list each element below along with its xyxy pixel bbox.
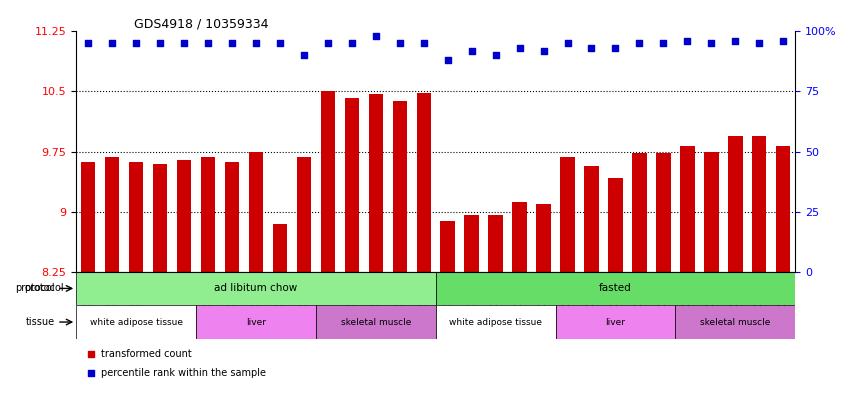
Point	[585, 45, 598, 51]
FancyBboxPatch shape	[76, 305, 196, 339]
Point	[680, 38, 694, 44]
FancyBboxPatch shape	[675, 305, 795, 339]
Bar	[656, 153, 671, 272]
Point	[464, 48, 478, 54]
Bar	[201, 157, 215, 272]
Point	[656, 40, 670, 47]
Text: skeletal muscle: skeletal muscle	[341, 318, 411, 327]
Text: percentile rank within the sample: percentile rank within the sample	[102, 368, 266, 378]
Bar	[776, 146, 790, 272]
Text: protocol: protocol	[25, 283, 64, 294]
Point	[633, 40, 646, 47]
Bar	[441, 221, 455, 272]
Point	[153, 40, 167, 47]
Point	[489, 52, 503, 59]
Bar	[153, 164, 168, 272]
Text: white adipose tissue: white adipose tissue	[90, 318, 183, 327]
Bar	[585, 166, 599, 272]
Bar	[369, 94, 383, 272]
Bar	[608, 178, 623, 272]
Point	[273, 40, 287, 47]
Bar	[177, 160, 191, 272]
FancyBboxPatch shape	[556, 305, 675, 339]
Point	[321, 40, 334, 47]
Bar	[560, 157, 574, 272]
Bar	[464, 215, 479, 272]
Point	[81, 40, 95, 47]
Point	[129, 40, 143, 47]
Point	[417, 40, 431, 47]
Text: white adipose tissue: white adipose tissue	[449, 318, 542, 327]
Point	[560, 145, 574, 152]
Point	[536, 48, 550, 54]
Bar	[488, 215, 503, 272]
FancyBboxPatch shape	[436, 272, 795, 305]
Point	[393, 40, 406, 47]
Point	[777, 38, 790, 44]
Bar	[513, 202, 527, 272]
Bar	[105, 157, 119, 272]
FancyBboxPatch shape	[316, 305, 436, 339]
Point	[225, 40, 239, 47]
Bar	[728, 136, 743, 272]
Bar	[416, 93, 431, 272]
FancyBboxPatch shape	[196, 305, 316, 339]
Bar	[536, 204, 551, 272]
Bar	[752, 136, 766, 272]
Point	[705, 40, 718, 47]
Text: skeletal muscle: skeletal muscle	[700, 318, 771, 327]
Text: protocol: protocol	[15, 283, 54, 294]
Bar	[344, 98, 359, 272]
Text: transformed count: transformed count	[102, 349, 192, 359]
Point	[177, 40, 190, 47]
Bar	[632, 153, 646, 272]
Bar	[297, 157, 311, 272]
Bar	[81, 162, 96, 272]
Bar	[680, 146, 695, 272]
Text: GDS4918 / 10359334: GDS4918 / 10359334	[134, 17, 268, 30]
FancyBboxPatch shape	[436, 305, 556, 339]
Point	[345, 40, 359, 47]
Point	[728, 38, 742, 44]
Bar	[272, 224, 287, 272]
Point	[608, 45, 622, 51]
Point	[561, 40, 574, 47]
Point	[369, 33, 382, 39]
Point	[513, 45, 526, 51]
Bar	[704, 152, 718, 272]
Bar	[393, 101, 407, 272]
Point	[105, 40, 118, 47]
Text: fasted: fasted	[599, 283, 632, 294]
Bar	[129, 162, 143, 272]
Bar	[249, 152, 263, 272]
FancyBboxPatch shape	[76, 272, 436, 305]
Bar	[321, 92, 335, 272]
Point	[249, 40, 262, 47]
Point	[201, 40, 215, 47]
Point	[441, 57, 454, 63]
Point	[297, 52, 310, 59]
Point	[560, 320, 574, 326]
Point	[752, 40, 766, 47]
Text: liver: liver	[246, 318, 266, 327]
Text: tissue: tissue	[25, 317, 54, 327]
Bar	[225, 162, 239, 272]
Text: liver: liver	[606, 318, 625, 327]
Text: ad libitum chow: ad libitum chow	[214, 283, 298, 294]
